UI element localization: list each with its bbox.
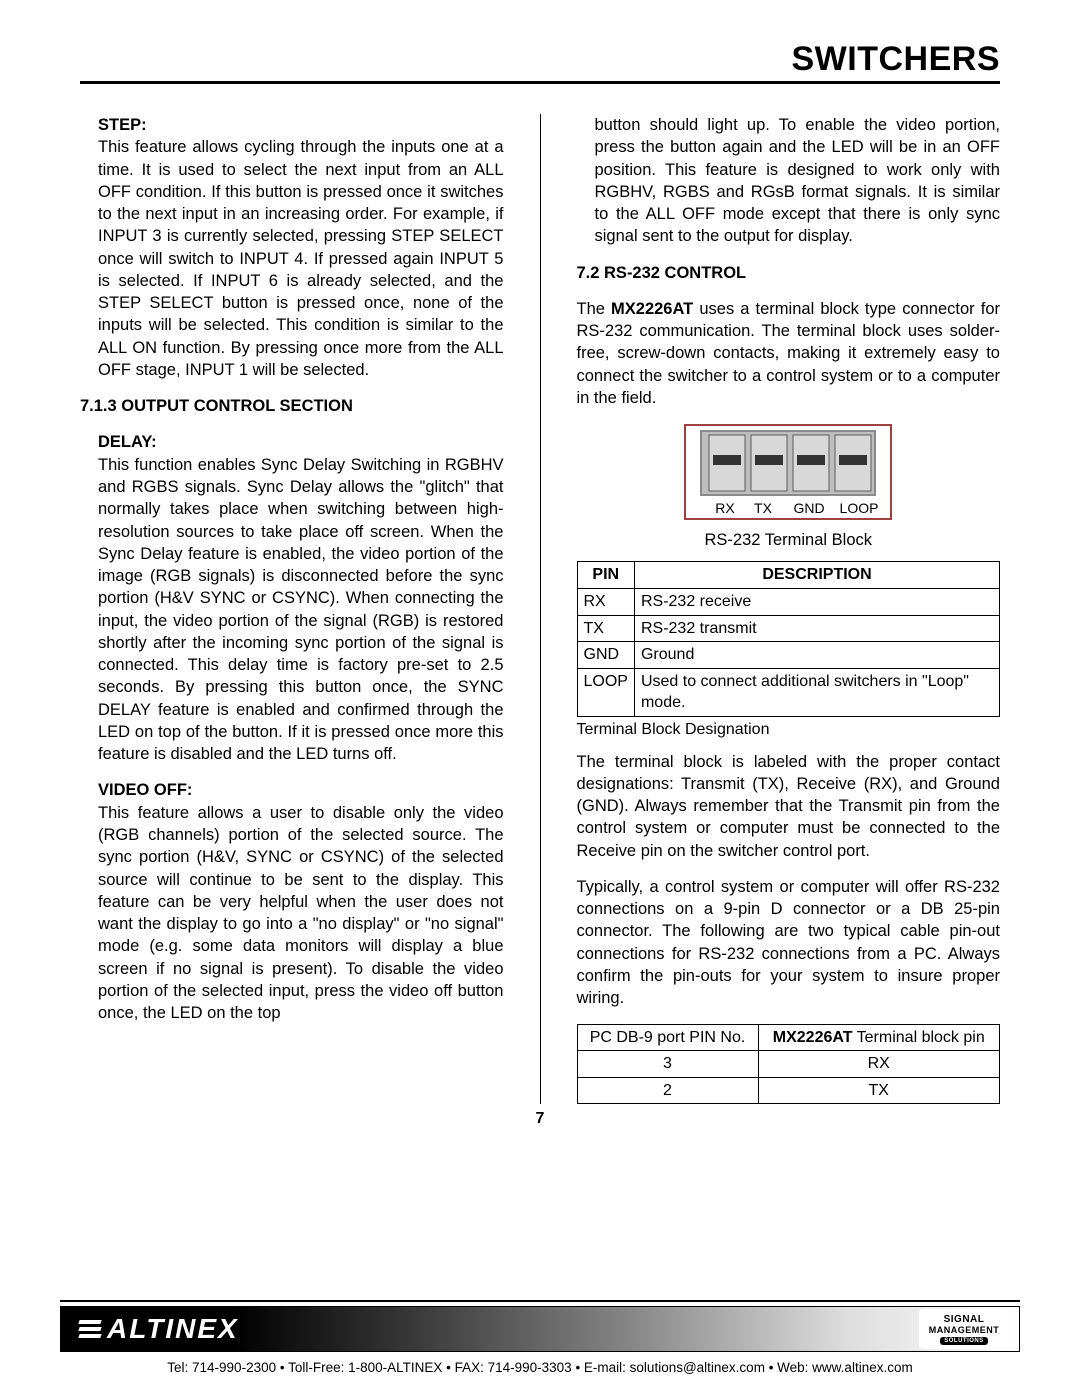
delay-body: This function enables Sync Delay Switchi… (98, 454, 504, 766)
footer-bar: ALTINEX SIGNAL MANAGEMENT SOLUTIONS (60, 1306, 1020, 1352)
table-row: LOOPUsed to connect additional switchers… (577, 668, 1000, 716)
rs232-model: MX2226AT (611, 300, 693, 318)
table-cell: RS-232 transmit (634, 615, 999, 642)
continuation-body: button should light up. To enable the vi… (595, 114, 1001, 248)
table-row: 2TX (577, 1077, 1000, 1104)
left-column: STEP: This feature allows cycling throug… (80, 114, 504, 1104)
table-cell: GND (577, 642, 634, 669)
footer-rule (60, 1300, 1020, 1302)
output-control-heading: 7.1.3 OUTPUT CONTROL SECTION (80, 395, 504, 417)
pin-th-1: PIN (577, 562, 634, 589)
table-row: GNDGround (577, 642, 1000, 669)
brand-text: ALTINEX (107, 1313, 239, 1345)
typical-paragraph: Typically, a control system or computer … (577, 876, 1001, 1010)
table-cell: RX (577, 589, 634, 616)
footer: ALTINEX SIGNAL MANAGEMENT SOLUTIONS Tel:… (0, 1300, 1080, 1397)
terminal-paragraph: The terminal block is labeled with the p… (577, 751, 1001, 862)
column-divider (540, 114, 541, 1104)
video-off-block: VIDEO OFF: This feature allows a user to… (98, 779, 504, 1024)
delay-block: DELAY: This function enables Sync Delay … (98, 431, 504, 765)
footer-contact: Tel: 714-990-2300 • Toll-Free: 1-800-ALT… (60, 1360, 1020, 1375)
delay-heading: DELAY: (98, 431, 504, 453)
table-row: RXRS-232 receive (577, 589, 1000, 616)
page-title: SWITCHERS (80, 40, 1000, 84)
table-cell: RS-232 receive (634, 589, 999, 616)
table-cell: LOOP (577, 668, 634, 716)
video-off-body: This feature allows a user to disable on… (98, 802, 504, 1025)
svg-text:GND: GND (794, 500, 825, 516)
signal-management-logo: SIGNAL MANAGEMENT SOLUTIONS (919, 1309, 1009, 1349)
svg-text:RX: RX (716, 500, 736, 516)
svg-text:LOOP: LOOP (840, 500, 879, 516)
brand-logo: ALTINEX (79, 1313, 239, 1345)
step-block: STEP: This feature allows cycling throug… (98, 114, 504, 381)
terminal-caption: RS-232 Terminal Block (577, 529, 1001, 551)
step-body: This feature allows cycling through the … (98, 136, 504, 381)
page-number: 7 (80, 1110, 1000, 1128)
video-off-heading: VIDEO OFF: (98, 779, 504, 801)
table-cell: RX (758, 1051, 1000, 1078)
terminal-block-image: RX TX GND LOOP (683, 423, 893, 521)
page: SWITCHERS STEP: This feature allows cycl… (0, 0, 1080, 1128)
table-cell: TX (758, 1077, 1000, 1104)
step-heading: STEP: (98, 114, 504, 136)
db9-th-1: PC DB-9 port PIN No. (577, 1024, 758, 1051)
db9-table: PC DB-9 port PIN No. MX2226AT Terminal b… (577, 1024, 1001, 1105)
table-cell: 3 (577, 1051, 758, 1078)
table-cell: 2 (577, 1077, 758, 1104)
rs232-body: The MX2226AT uses a terminal block type … (577, 298, 1001, 409)
db9-th-2: MX2226AT Terminal block pin (758, 1024, 1000, 1051)
svg-text:TX: TX (754, 500, 773, 516)
table-cell: Ground (634, 642, 999, 669)
rs232-prefix: The (577, 300, 612, 318)
table-row: TXRS-232 transmit (577, 615, 1000, 642)
table-row: 3RX (577, 1051, 1000, 1078)
table-cell: TX (577, 615, 634, 642)
pin-table: PIN DESCRIPTION RXRS-232 receiveTXRS-232… (577, 561, 1001, 717)
rs232-heading: 7.2 RS-232 CONTROL (577, 262, 1001, 284)
columns: STEP: This feature allows cycling throug… (80, 114, 1000, 1104)
table-cell: Used to connect additional switchers in … (634, 668, 999, 716)
right-column: button should light up. To enable the vi… (577, 114, 1001, 1104)
pin-table-note: Terminal Block Designation (577, 719, 1001, 741)
brand-stripes-icon (79, 1320, 101, 1338)
pin-th-2: DESCRIPTION (634, 562, 999, 589)
